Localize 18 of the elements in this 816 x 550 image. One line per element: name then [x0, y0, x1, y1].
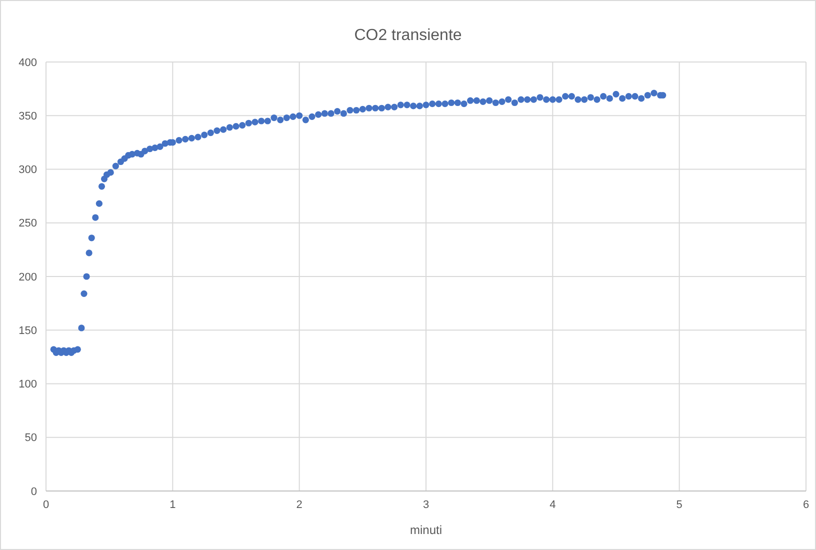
y-tick-label: 400 [18, 56, 37, 69]
chart-title: CO2 transiente [354, 27, 462, 44]
x-tick-label: 3 [422, 499, 430, 511]
y-tick-label: 300 [18, 164, 37, 176]
y-tick-label: 50 [24, 432, 37, 444]
y-tick-label: 150 [18, 324, 37, 337]
x-tick-label: 1 [170, 499, 176, 511]
y-tick-label: 250 [18, 218, 37, 230]
y-tick-label: 0 [30, 486, 37, 498]
y-tick-label: 100 [18, 378, 37, 391]
y-tick-label: 350 [18, 110, 37, 122]
x-tick-label: 6 [802, 499, 810, 511]
x-tick-label: 4 [550, 499, 556, 511]
x-tick-label: 0 [42, 499, 50, 511]
y-tick-label: 200 [18, 271, 37, 284]
x-tick-label: 2 [296, 499, 302, 511]
x-axis-title: minuti [410, 523, 442, 537]
x-tick-label: 5 [676, 499, 682, 511]
